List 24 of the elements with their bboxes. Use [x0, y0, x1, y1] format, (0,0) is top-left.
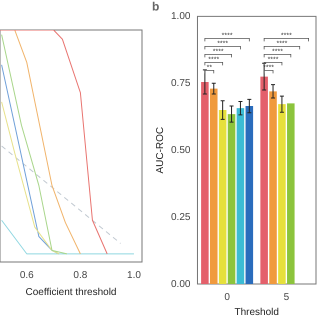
- bar: [269, 91, 277, 284]
- bar: [260, 76, 268, 284]
- x-tick-label: 1.0: [127, 270, 142, 281]
- bar: [218, 110, 226, 284]
- x-tick-label: 5: [284, 292, 290, 303]
- x-axis-title: Coefficient threshold: [26, 286, 116, 298]
- bar: [210, 88, 218, 284]
- x-axis-title: Threshold: [234, 306, 279, 318]
- bar: [228, 114, 236, 284]
- bar: [278, 104, 286, 284]
- x-tick-label: 0.6: [20, 270, 34, 281]
- bar: [201, 82, 209, 284]
- y-axis-title: AUC-ROC: [154, 126, 166, 174]
- y-tick-label: 0.00: [170, 278, 191, 290]
- bar: [246, 106, 254, 284]
- y-tick-label: 0.25: [170, 212, 191, 223]
- y-tick-label: 0.75: [170, 78, 191, 90]
- y-tick-label: 0.50: [170, 144, 191, 156]
- bar: [236, 108, 244, 284]
- chart-title: b: [152, 0, 160, 14]
- x-tick-label: 0.8: [73, 270, 88, 281]
- bar: [287, 103, 295, 284]
- x-tick-label: 0: [224, 292, 230, 303]
- y-tick-label: 1.00: [170, 11, 191, 22]
